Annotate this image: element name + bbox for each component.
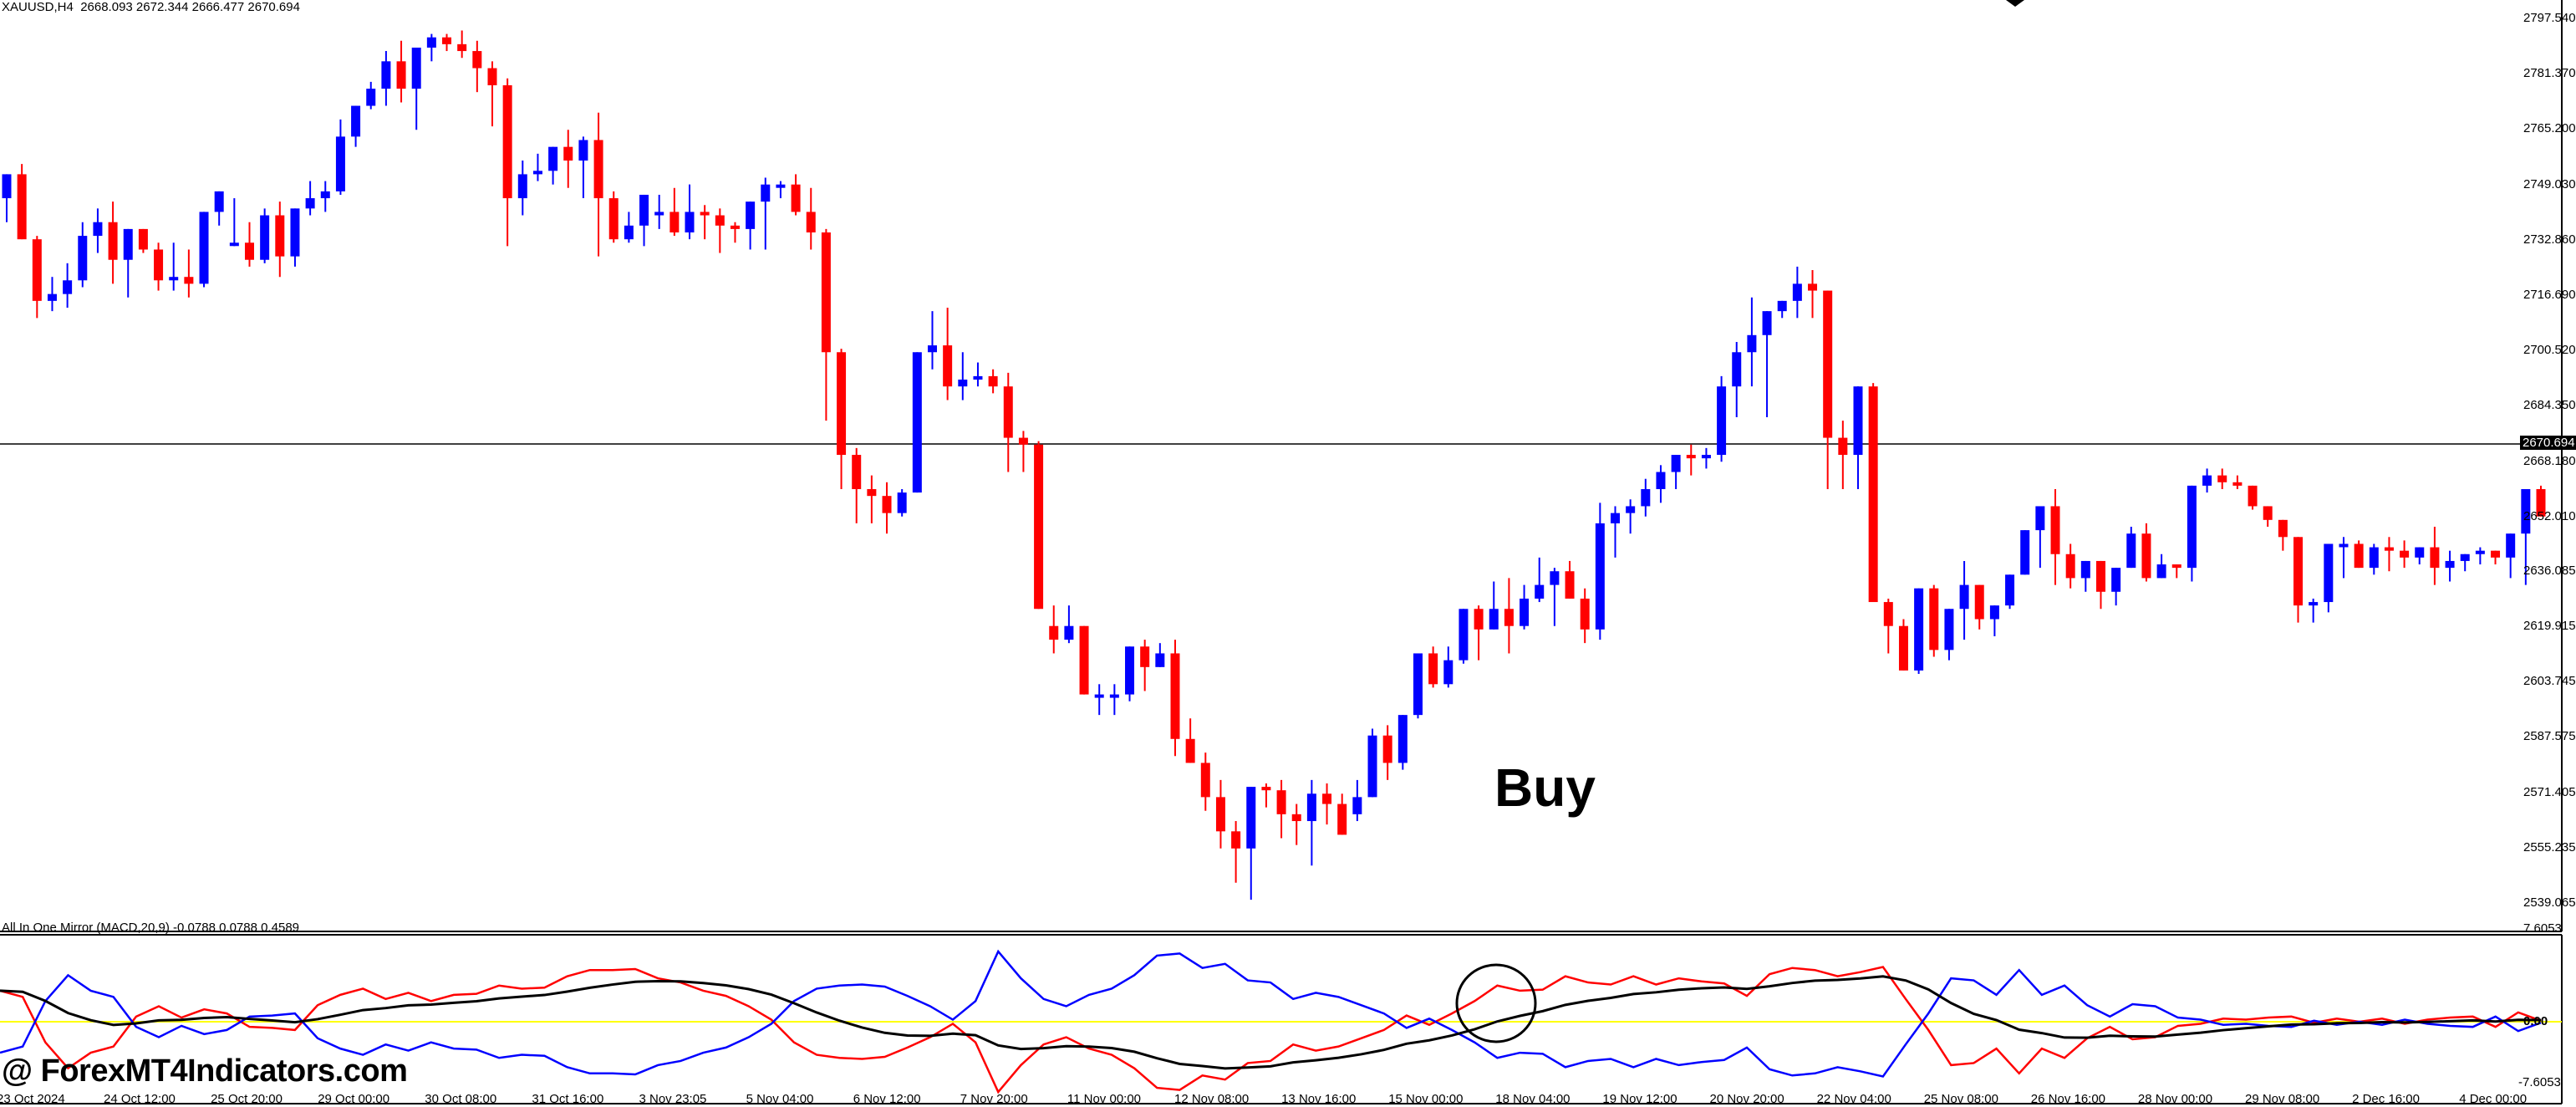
time-tick-label: 11 Nov 00:00: [1067, 1092, 1142, 1106]
indicator-max-label: 7.6053: [2523, 921, 2562, 936]
indicator-zero-label: 0.00: [2523, 1014, 2548, 1028]
indicator-pane: [0, 949, 2562, 1094]
price-tick-label: 2765.200: [2523, 121, 2576, 136]
time-tick-label: 4 Dec 00:00: [2459, 1092, 2528, 1106]
price-tick-label: 2619.915: [2523, 619, 2576, 634]
time-tick-label: 29 Oct 00:00: [318, 1092, 390, 1106]
time-tick-label: 23 Oct 2024: [0, 1092, 65, 1106]
current-price-badge: 2670.694: [2520, 436, 2576, 450]
macd-red-line: [0, 966, 2542, 1094]
time-tick-label: 20 Nov 20:00: [1709, 1092, 1784, 1106]
price-tick-label: 2732.860: [2523, 232, 2576, 247]
time-tick-label: 22 Nov 04:00: [1816, 1092, 1891, 1106]
time-tick-label: 12 Nov 08:00: [1174, 1092, 1250, 1106]
time-tick-label: 24 Oct 12:00: [104, 1092, 176, 1106]
time-tick-label: 19 Nov 12:00: [1602, 1092, 1677, 1106]
price-tick-label: 2587.575: [2523, 729, 2576, 744]
time-tick-label: 26 Nov 16:00: [2030, 1092, 2106, 1106]
buy-signal-label: Buy: [1494, 758, 1596, 818]
price-tick-label: 2603.745: [2523, 674, 2576, 689]
price-tick-label: 2749.030: [2523, 176, 2576, 191]
time-tick-label: 25 Oct 20:00: [211, 1092, 283, 1106]
time-tick-label: 28 Nov 00:00: [2137, 1092, 2213, 1106]
price-tick-label: 2668.180: [2523, 453, 2576, 468]
time-tick-label: 29 Nov 08:00: [2245, 1092, 2320, 1106]
price-tick-label: 2684.350: [2523, 398, 2576, 413]
candlestick-series: [2, 30, 2546, 900]
arrow-down-icon: [2006, 0, 2024, 7]
time-tick-label: 5 Nov 04:00: [746, 1092, 814, 1106]
price-tick-label: 2716.690: [2523, 287, 2576, 302]
price-tick-label: 2797.540: [2523, 11, 2576, 25]
time-tick-label: 31 Oct 16:00: [532, 1092, 604, 1106]
price-tick-label: 2555.235: [2523, 839, 2576, 854]
price-tick-label: 2700.520: [2523, 343, 2576, 358]
price-tick-label: 2781.370: [2523, 66, 2576, 81]
price-tick-label: 2652.010: [2523, 508, 2576, 523]
chart-header: XAUUSD,H4 2668.093 2672.344 2666.477 267…: [2, 0, 300, 14]
time-tick-label: 7 Nov 20:00: [960, 1092, 1028, 1106]
indicator-min-label: -7.6053: [2518, 1075, 2561, 1089]
price-tick-label: 2636.085: [2523, 563, 2576, 578]
time-tick-label: 18 Nov 04:00: [1495, 1092, 1571, 1106]
crossover-circle: [1455, 963, 1537, 1043]
time-tick-label: 6 Nov 12:00: [853, 1092, 921, 1106]
time-tick-label: 25 Nov 08:00: [1923, 1092, 1998, 1106]
time-tick-label: 15 Nov 00:00: [1388, 1092, 1464, 1106]
time-tick-label: 30 Oct 08:00: [425, 1092, 497, 1106]
time-tick-label: 13 Nov 16:00: [1281, 1092, 1357, 1106]
price-tick-label: 2571.405: [2523, 784, 2576, 799]
indicator-title: All In One Mirror (MACD,20,9) -0.0788 0.…: [2, 921, 300, 935]
price-tick-label: 2539.065: [2523, 895, 2576, 910]
signal-black-line: [0, 975, 2542, 1070]
watermark: @ ForexMT4Indicators.com: [2, 1053, 408, 1089]
mirror-blue-line: [0, 949, 2542, 1078]
time-tick-label: 2 Dec 16:00: [2352, 1092, 2420, 1106]
time-tick-label: 3 Nov 23:05: [639, 1092, 707, 1106]
